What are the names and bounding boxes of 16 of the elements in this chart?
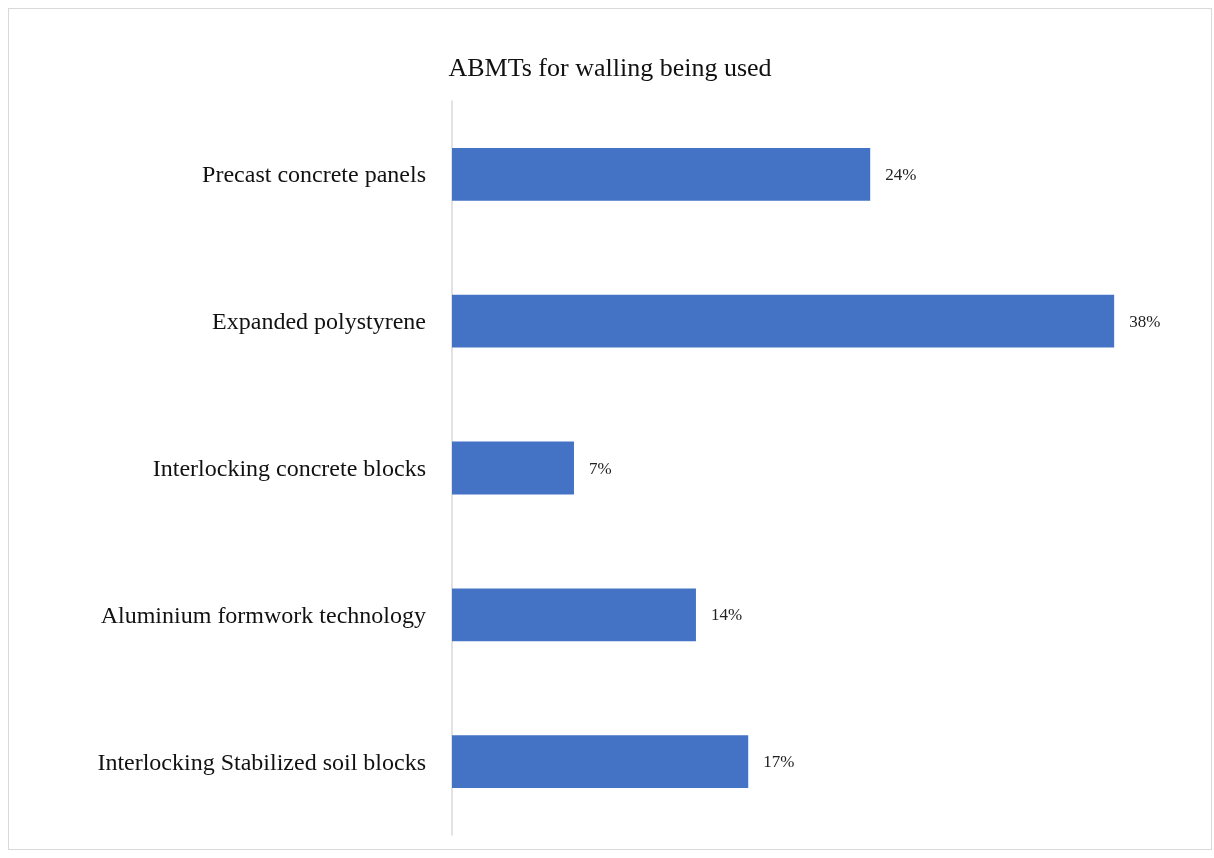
data-label: 17%	[763, 752, 795, 772]
y-tick-label: Precast concrete panels	[202, 161, 426, 188]
y-tick-label: Interlocking concrete blocks	[152, 455, 426, 481]
bar	[452, 735, 749, 789]
chart-title: ABMTs for walling being used	[448, 52, 772, 82]
data-label: 38%	[1129, 311, 1161, 331]
bar	[452, 588, 696, 642]
bar	[452, 441, 574, 495]
data-label: 7%	[588, 458, 612, 478]
y-tick-label: Aluminium formwork technology	[100, 601, 426, 628]
bar	[452, 294, 1115, 348]
data-label: 24%	[885, 164, 917, 184]
bar	[452, 147, 871, 201]
data-label: 14%	[710, 605, 743, 625]
y-tick-label: Interlocking Stabilized soil blocks	[97, 748, 426, 775]
y-tick-label: Expanded polystyrene	[212, 308, 426, 335]
